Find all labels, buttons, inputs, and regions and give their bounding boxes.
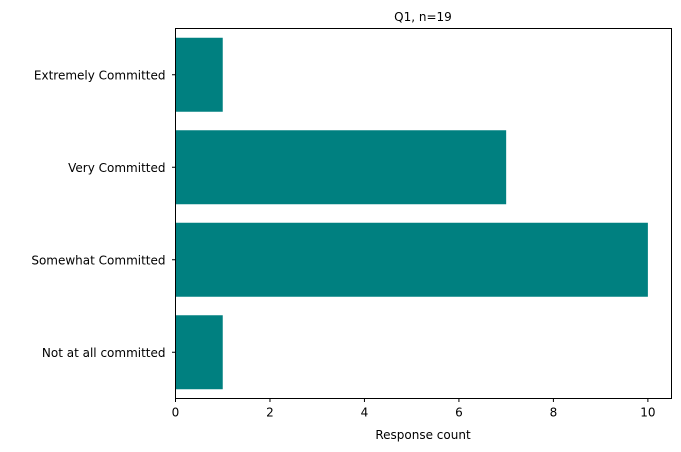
- x-tick-label: 10: [640, 406, 655, 420]
- bar-not-at-all-committed: [175, 315, 223, 390]
- x-tick-label: 2: [266, 406, 274, 420]
- x-tick-label: 0: [172, 406, 180, 420]
- bar-somewhat-committed: [175, 222, 648, 297]
- chart-title: Q1, n=19: [394, 10, 452, 24]
- y-tick-label: Not at all committed: [42, 346, 166, 360]
- x-axis-title: Response count: [375, 428, 471, 442]
- x-tick-label: 8: [550, 406, 558, 420]
- ticks-layer: Extremely Committed Very Committed Somewha…: [31, 68, 655, 419]
- plot-frame: [175, 28, 672, 399]
- y-tick-label: Somewhat Committed: [31, 253, 165, 267]
- y-tick-label: Extremely Committed: [34, 68, 166, 82]
- bar-extremely-committed: [175, 37, 223, 112]
- bars-layer: [175, 37, 648, 390]
- y-tick-label: Very Committed: [68, 161, 165, 175]
- x-tick-label: 6: [455, 406, 463, 420]
- x-tick-label: 4: [361, 406, 369, 420]
- bar-very-committed: [175, 130, 507, 205]
